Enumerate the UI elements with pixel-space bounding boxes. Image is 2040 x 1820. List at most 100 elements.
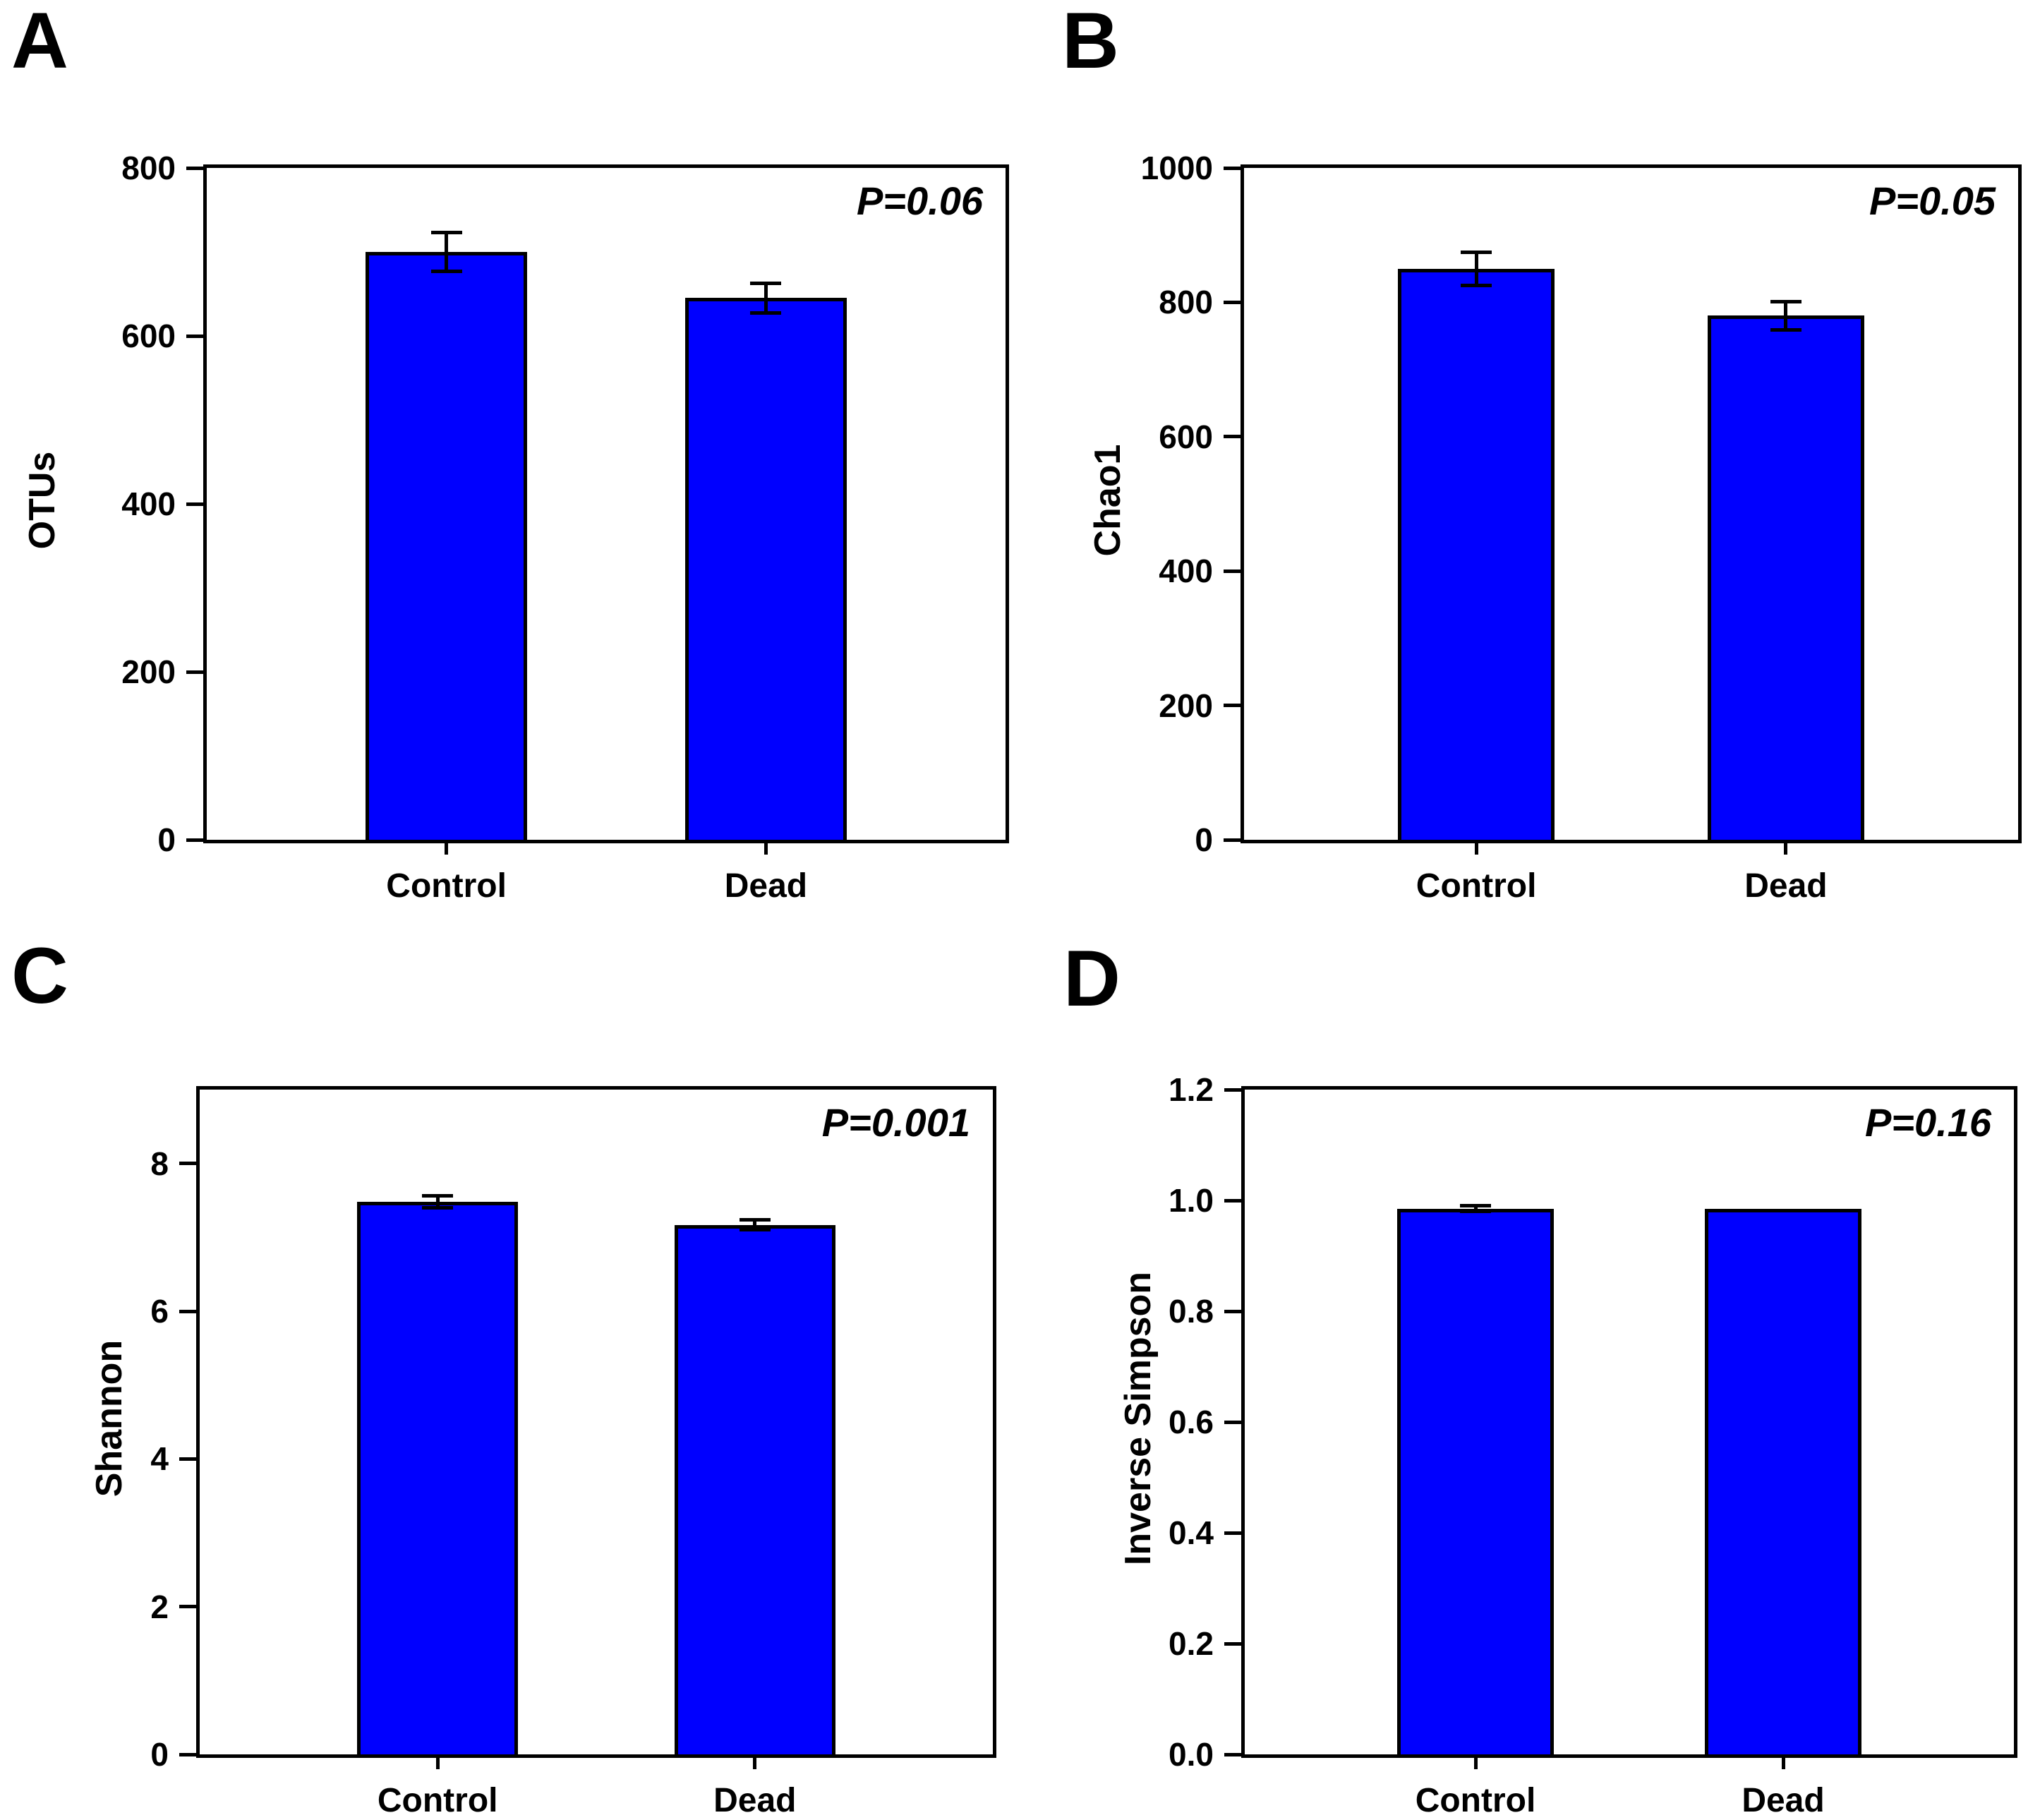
x-category-label-dead: Dead [713, 1782, 797, 1819]
y-axis-tick-label: 200 [121, 653, 176, 690]
x-category-label-dead: Dead [1744, 867, 1828, 905]
y-axis-tick [1224, 1420, 1241, 1424]
x-axis-tick [1784, 843, 1788, 855]
panel-d-pvalue: P=0.16 [1864, 1100, 1991, 1145]
bar-control [1397, 268, 1555, 840]
x-category-label-dead: Dead [724, 867, 808, 905]
y-axis-tick [186, 670, 203, 674]
panel-c: C Shannon P=0.001 0 2 4 6 8 Control Dead [0, 905, 1020, 1819]
x-category-label-dead: Dead [1742, 1782, 1825, 1819]
y-axis-tick [1224, 435, 1241, 439]
panel-a-y-axis-label: OTUs [22, 451, 63, 550]
panel-d-y-axis-label: Inverse Simpson [1118, 1271, 1159, 1566]
error-bar [753, 1219, 757, 1230]
y-axis-tick-label: 800 [1159, 284, 1213, 321]
error-bar-cap [739, 1217, 771, 1222]
bar-dead [674, 1224, 835, 1754]
x-axis-tick [764, 843, 768, 855]
x-axis-tick [753, 1758, 757, 1769]
y-axis-tick [1224, 704, 1241, 708]
y-axis-tick-label: 0 [157, 821, 176, 858]
y-axis-tick [1224, 1641, 1241, 1646]
bar-dead [1707, 315, 1865, 840]
y-axis-tick-label: 600 [121, 318, 176, 354]
panel-a-pvalue: P=0.06 [856, 179, 983, 223]
panel-d: D Inverse Simpson P=0.16 0.0 0.2 0.4 0.6 0.8… [1020, 905, 2040, 1819]
panel-b-letter: B [1062, 0, 1119, 85]
y-axis-tick-label: 0.6 [1169, 1404, 1214, 1440]
error-bar-cap [422, 1194, 454, 1198]
panel-b: B Chao1 P=0.05 0 200 400 600 800 1000 Control D… [1020, 0, 2040, 905]
bar-dead [1705, 1208, 1861, 1754]
error-bar [435, 1195, 440, 1208]
error-bar-cap [739, 1228, 771, 1232]
panel-b-y-axis-label: Chao1 [1087, 444, 1128, 557]
y-axis-tick-label: 6 [150, 1293, 169, 1330]
panel-c-pvalue: P=0.001 [821, 1100, 970, 1145]
error-bar-cap [430, 269, 462, 273]
y-axis-tick-label: 1.0 [1169, 1182, 1214, 1219]
y-axis-tick [1224, 569, 1241, 573]
y-axis-tick [1224, 166, 1241, 170]
error-bar [1473, 1205, 1478, 1212]
error-bar-cap [422, 1205, 454, 1210]
error-bar [1474, 252, 1478, 286]
bar-control [365, 252, 528, 840]
y-axis-tick [179, 1309, 196, 1313]
y-axis-tick-label: 0.2 [1169, 1625, 1214, 1662]
y-axis-tick [179, 1162, 196, 1166]
panel-b-plot-area: P=0.05 0 200 400 600 800 1000 Control Dead [1141, 152, 2022, 905]
x-axis-tick [445, 843, 449, 855]
error-bar-cap [1770, 299, 1801, 303]
y-axis-tick-label: 0.8 [1169, 1293, 1214, 1330]
x-category-label-control: Control [377, 1782, 498, 1819]
error-bar [764, 283, 768, 313]
x-category-label-control: Control [1416, 867, 1537, 905]
y-axis-tick [179, 1752, 196, 1756]
y-axis-tick [179, 1605, 196, 1609]
panel-b-pvalue: P=0.05 [1869, 179, 1996, 223]
y-axis-tick-label: 800 [121, 150, 176, 186]
x-axis-tick [1474, 843, 1478, 855]
x-category-label-control: Control [1415, 1782, 1536, 1819]
y-axis-tick-label: 4 [150, 1440, 169, 1478]
bar-control [357, 1202, 519, 1754]
y-axis-tick [1224, 1531, 1241, 1535]
error-bar-cap [1460, 1210, 1491, 1214]
y-axis-tick [186, 166, 203, 170]
panel-a-letter: A [11, 0, 68, 85]
y-axis-tick-label: 0 [150, 1736, 169, 1773]
y-axis-tick-label: 2 [150, 1588, 169, 1625]
y-axis-tick [186, 334, 203, 338]
error-bar-cap [750, 311, 782, 315]
y-axis-tick [186, 502, 203, 506]
panel-c-plot-area: P=0.001 0 2 4 6 8 Control Dead [150, 1086, 996, 1819]
panel-a: A OTUs P=0.06 0 200 400 600 800 Control Dead [0, 0, 1020, 905]
error-bar-cap [430, 231, 462, 235]
error-bar-cap [1460, 1204, 1491, 1208]
error-bar [1784, 301, 1788, 330]
bar-control [1397, 1208, 1554, 1754]
y-axis-tick-label: 1.2 [1169, 1071, 1214, 1108]
y-axis-tick [1224, 838, 1241, 842]
x-axis-tick [435, 1758, 440, 1769]
y-axis-tick [179, 1457, 196, 1461]
y-axis-tick [1224, 1309, 1241, 1313]
error-bar [445, 232, 449, 272]
y-axis-tick-label: 8 [150, 1145, 169, 1182]
y-axis-tick [1224, 1752, 1241, 1756]
y-axis-tick-label: 200 [1159, 687, 1213, 724]
y-axis-tick [1224, 1198, 1241, 1203]
y-axis-tick-label: 400 [121, 486, 176, 522]
panel-a-plot-area: P=0.06 0 200 400 600 800 Control Dead [121, 152, 1009, 905]
y-axis-tick-label: 0.4 [1169, 1514, 1214, 1551]
panel-c-letter: C [11, 932, 68, 1020]
y-axis-tick [1224, 1087, 1241, 1092]
error-bar-cap [1461, 250, 1492, 254]
error-bar-cap [1461, 284, 1492, 288]
y-axis-tick [186, 838, 203, 842]
y-axis-tick [1224, 300, 1241, 304]
panel-c-y-axis-label: Shannon [89, 1339, 130, 1497]
x-axis-tick [1781, 1758, 1785, 1769]
